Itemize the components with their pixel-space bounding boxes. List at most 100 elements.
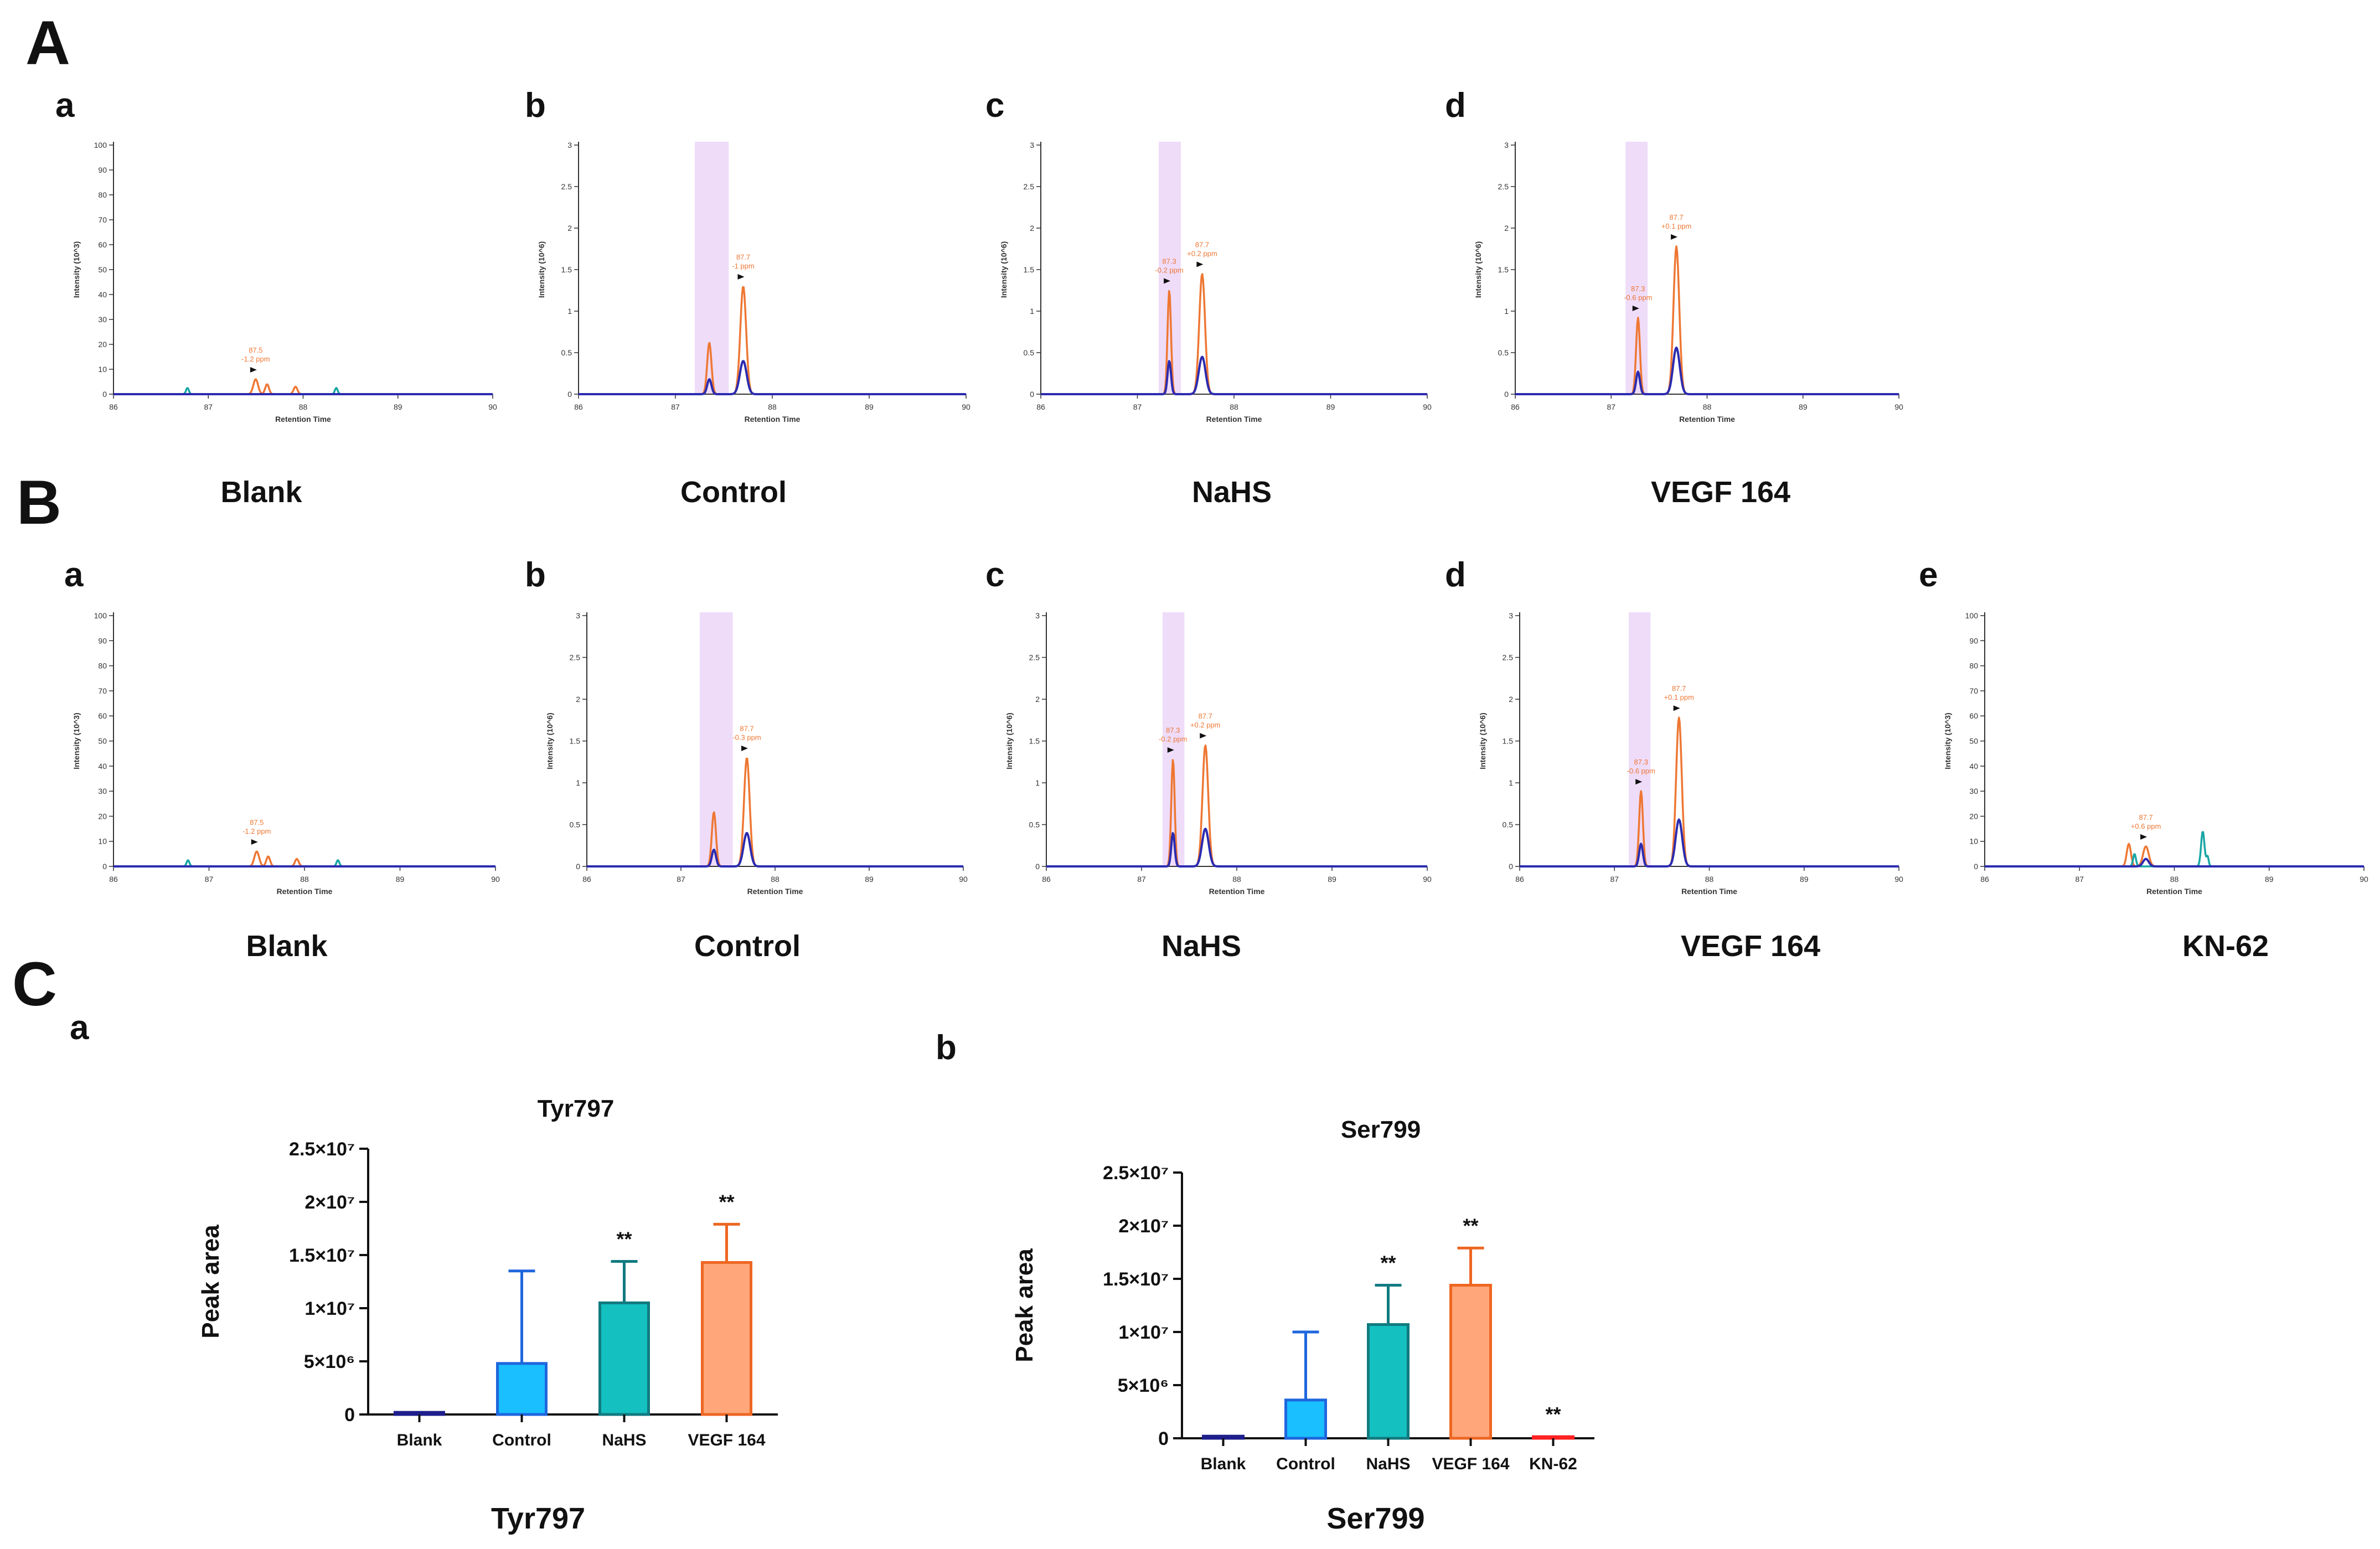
y-tick-label: 2.5 — [1498, 182, 1509, 191]
y-tick-label: 3 — [1509, 611, 1513, 620]
y-tick-label: 20 — [98, 812, 107, 820]
y-tick-label: 0 — [576, 862, 580, 871]
peak-annotation-rt: 87.7 — [736, 253, 750, 261]
x-axis-label: Retention Time — [745, 415, 801, 424]
y-tick-label: 90 — [1969, 636, 1978, 645]
y-tick-label: 5×10⁶ — [1118, 1375, 1169, 1396]
peak-marker-icon — [737, 274, 745, 280]
x-tick-label: VEGF 164 — [688, 1431, 765, 1449]
highlight-band — [1158, 142, 1181, 394]
y-tick-label: 0 — [1035, 862, 1040, 871]
condition-label-B-kn62: KN-62 — [2182, 930, 2269, 963]
trace-line — [1046, 828, 1428, 868]
x-tick-label: 89 — [865, 402, 874, 411]
y-tick-label: 70 — [1969, 686, 1978, 695]
x-tick-label: 87 — [1610, 875, 1619, 884]
x-tick-label: 89 — [2265, 875, 2274, 884]
y-tick-label: 20 — [1969, 812, 1978, 820]
x-tick-label: 86 — [109, 875, 118, 884]
peak-annotation-ppm: -1.2 ppm — [241, 355, 270, 363]
y-tick-label: 60 — [1969, 711, 1978, 720]
y-tick-label: 20 — [98, 340, 107, 349]
x-tick-label: 89 — [396, 875, 405, 884]
y-tick-label: 0 — [1509, 862, 1513, 871]
y-axis-label: Intensity (10^3) — [72, 712, 81, 769]
peak-annotation-rt: 87.3 — [1166, 726, 1180, 735]
y-tick-label: 5×10⁶ — [304, 1351, 355, 1372]
bar-chart-title-tyr797: Tyr797 — [537, 1095, 615, 1122]
y-tick-label: 1×10⁷ — [304, 1298, 355, 1319]
peak-annotation-ppm: -0.3 ppm — [732, 734, 761, 742]
peak-marker-icon — [251, 839, 258, 845]
x-axis-label: Retention Time — [1206, 415, 1262, 424]
peak-marker-icon — [741, 745, 748, 751]
section-label-B: B — [17, 468, 61, 537]
y-tick-label: 2.5×10⁷ — [289, 1139, 355, 1160]
peak-annotation-rt: 87.3 — [1631, 285, 1645, 293]
sub-label-A-d: d — [1445, 86, 1466, 125]
y-tick-label: 1.5 — [1024, 265, 1035, 274]
x-tick-label: 88 — [1703, 402, 1712, 411]
y-tick-label: 90 — [98, 166, 107, 174]
condition-label-A-blank: Blank — [220, 476, 302, 509]
bar — [1202, 1434, 1245, 1440]
x-tick-label: 88 — [1705, 875, 1714, 884]
y-tick-label: 2 — [567, 224, 572, 233]
y-tick-label: 2 — [1509, 695, 1513, 704]
y-tick-label: 2.5 — [561, 182, 572, 191]
peak-marker-icon — [250, 367, 257, 373]
y-tick-label: 100 — [94, 611, 107, 620]
condition-label-A-nahs: NaHS — [1191, 476, 1272, 509]
y-tick-label: 50 — [98, 265, 107, 274]
condition-label-B-nahs: NaHS — [1161, 930, 1242, 963]
peak-annotation-rt: 87.5 — [249, 346, 262, 354]
bar — [1284, 1398, 1327, 1440]
x-tick-label: 86 — [574, 402, 583, 411]
y-tick-label: 1 — [576, 778, 580, 787]
peak-annotation-rt: 87.5 — [250, 818, 264, 827]
y-tick-label: 0.5 — [1029, 820, 1040, 829]
peak-annotation-ppm: -0.2 ppm — [1155, 266, 1183, 275]
highlight-band — [1162, 612, 1185, 866]
sub-label-C-b: b — [936, 1029, 957, 1067]
y-tick-label: 1.5 — [1029, 737, 1040, 746]
y-tick-label: 0 — [1158, 1428, 1169, 1449]
peak-annotation-ppm: +0.1 ppm — [1661, 222, 1692, 230]
y-tick-label: 0 — [1974, 862, 1978, 871]
x-axis-label: Retention Time — [2146, 887, 2202, 896]
y-axis-label: Intensity (10^6) — [1478, 712, 1487, 769]
y-tick-label: 60 — [98, 240, 107, 249]
y-tick-label: 40 — [98, 762, 107, 771]
y-axis-label: Intensity (10^6) — [999, 241, 1008, 298]
x-tick-label: 87 — [1137, 875, 1146, 884]
peak-annotation-ppm: -0.6 ppm — [1627, 767, 1655, 775]
x-tick-label: 90 — [488, 402, 497, 411]
y-tick-label: 2 — [576, 695, 580, 704]
trace-line — [586, 832, 964, 868]
x-axis-label: Retention Time — [1679, 415, 1735, 424]
y-axis-label: Peak area — [1011, 1248, 1038, 1362]
peak-marker-icon — [1632, 306, 1639, 311]
peak-marker-icon — [1671, 234, 1678, 240]
y-tick-label: 90 — [98, 636, 107, 645]
y-tick-label: 1.5 — [570, 737, 581, 746]
peak-annotation-rt: 87.7 — [1195, 241, 1209, 249]
y-tick-label: 1 — [1509, 778, 1513, 787]
significance-marker: ** — [1463, 1214, 1478, 1237]
y-tick-label: 2×10⁷ — [1118, 1216, 1169, 1237]
y-axis-label: Intensity (10^6) — [537, 241, 546, 298]
x-tick-label: Blank — [397, 1431, 442, 1449]
section-label-A: A — [25, 8, 70, 78]
x-tick-label: VEGF 164 — [1432, 1455, 1509, 1473]
y-tick-label: 40 — [98, 290, 107, 299]
bar — [1449, 1284, 1492, 1440]
y-tick-label: 100 — [1965, 611, 1979, 620]
peak-annotation-rt: 87.7 — [1672, 684, 1686, 693]
